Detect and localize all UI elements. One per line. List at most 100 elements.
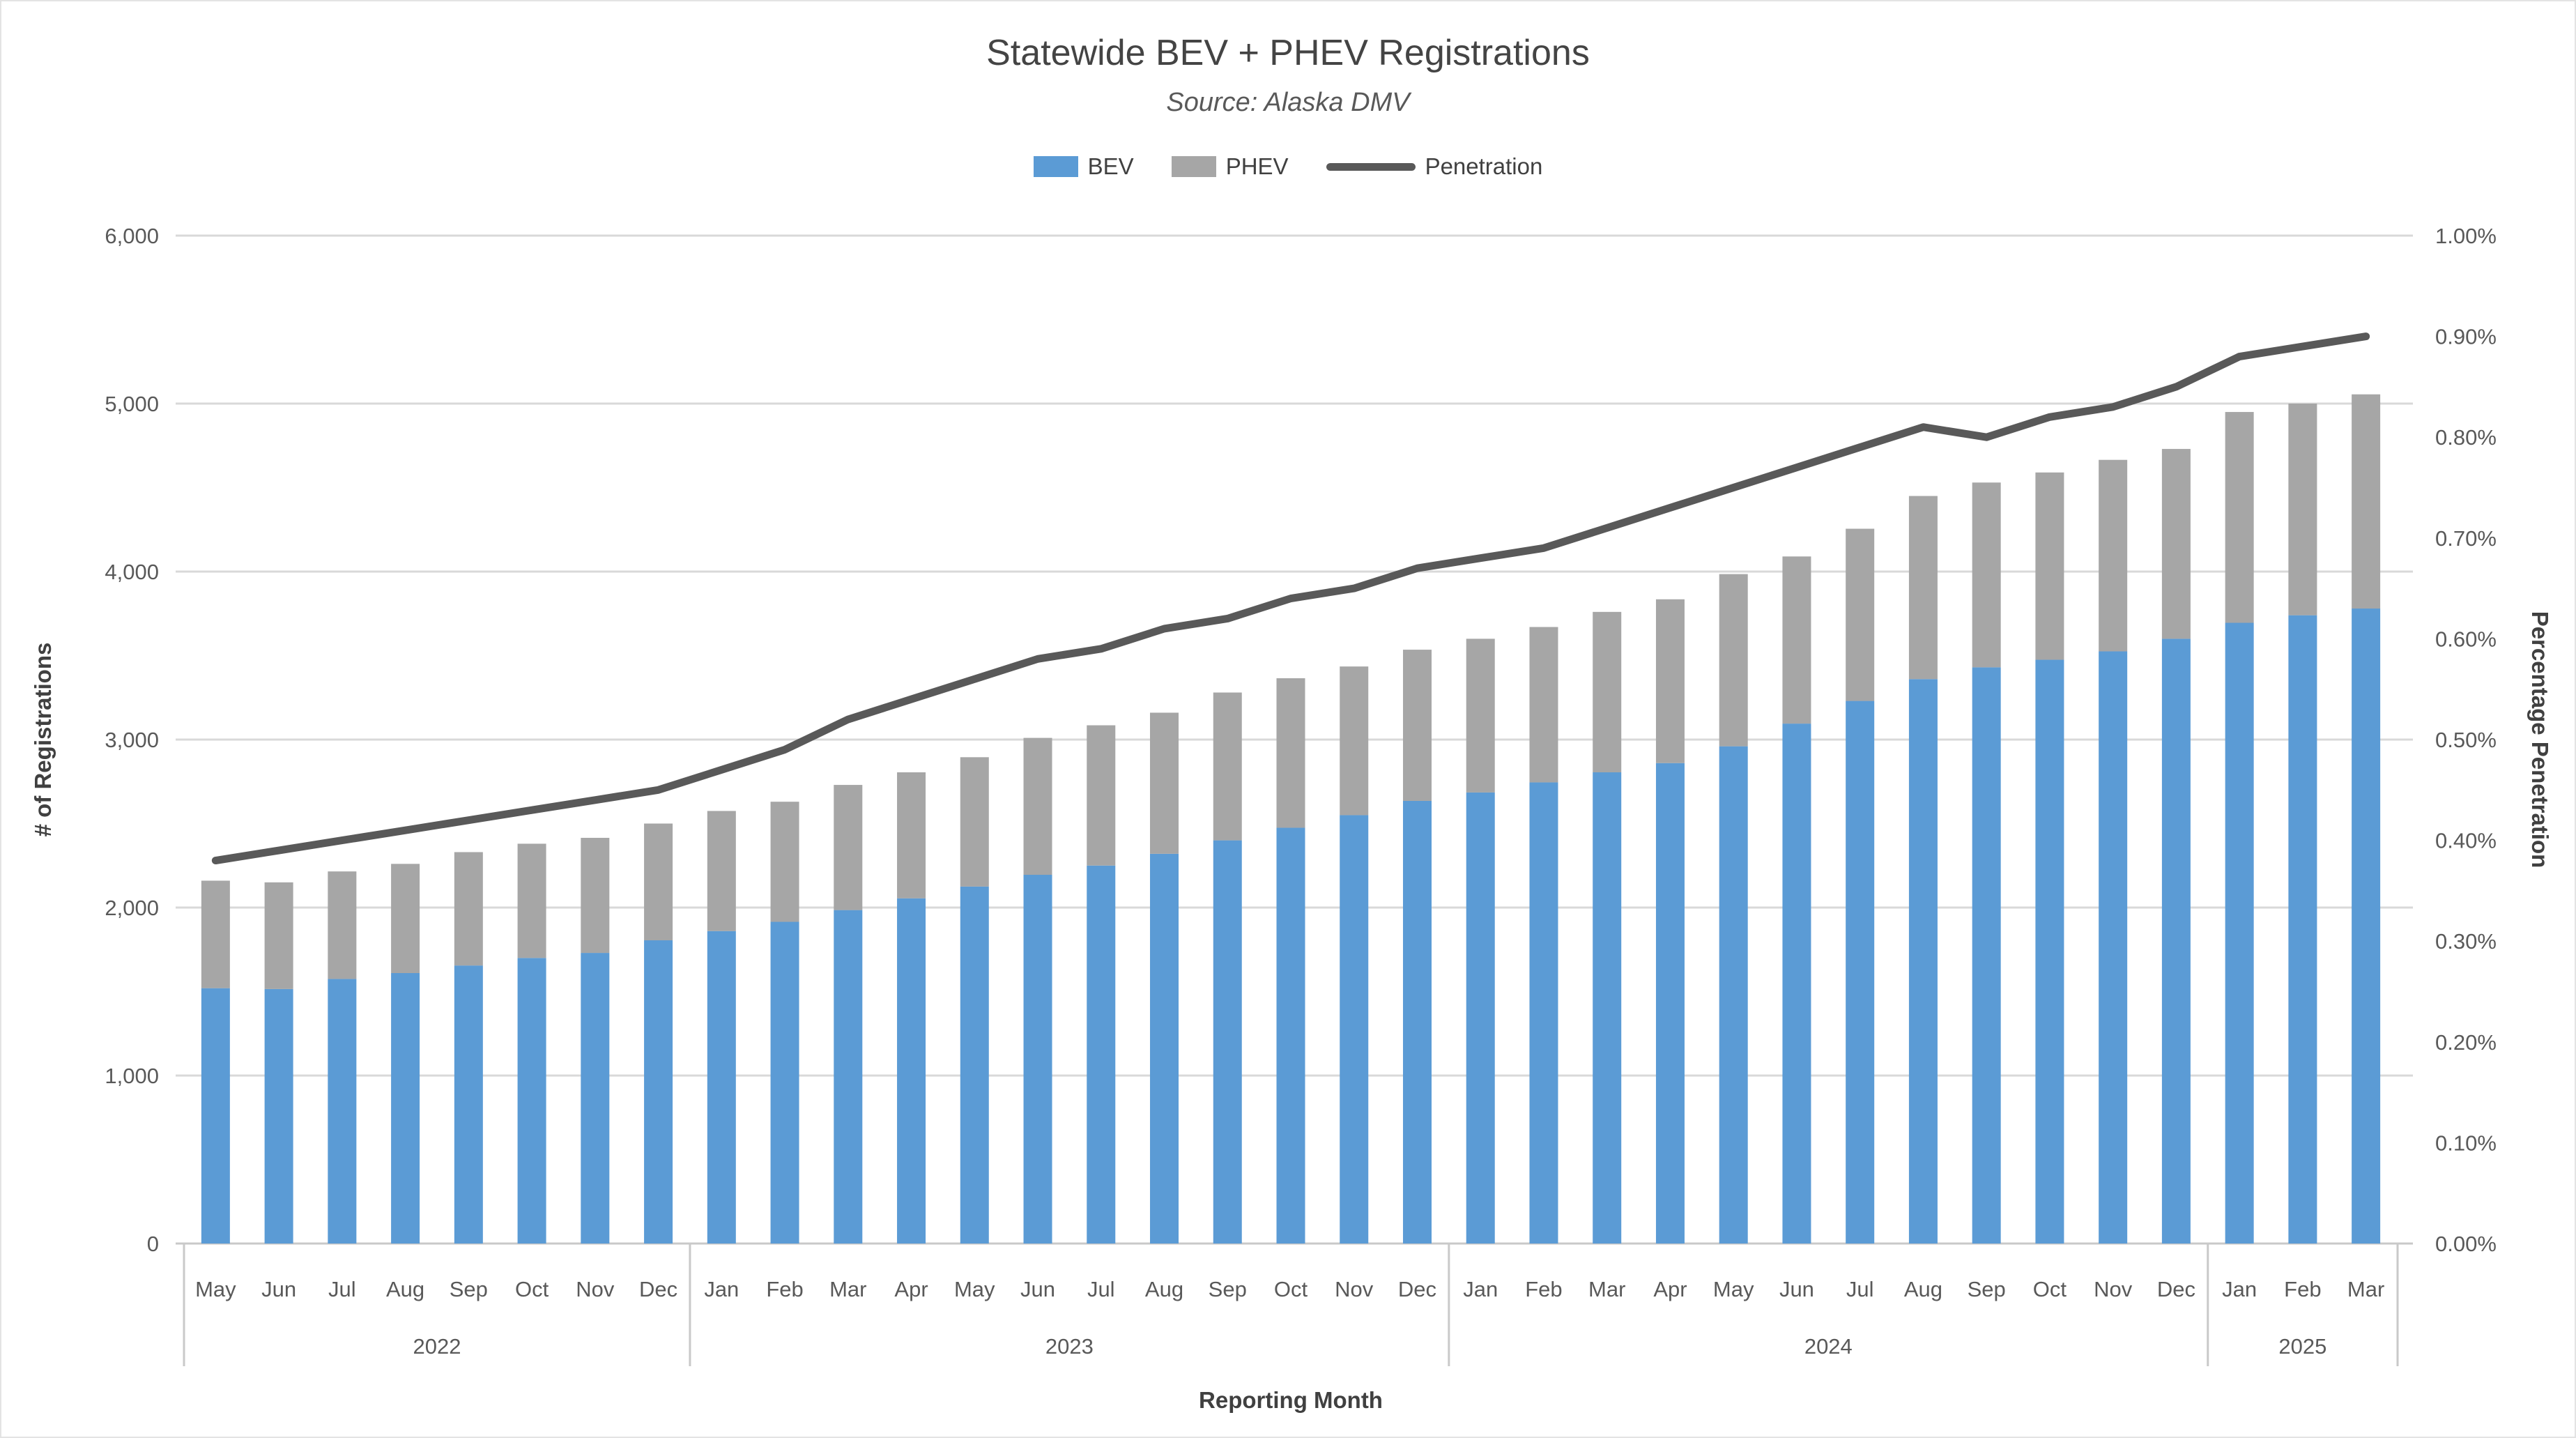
month-label: Sep (1209, 1277, 1247, 1301)
bar-bev (2035, 659, 2064, 1244)
month-label: Aug (1145, 1277, 1183, 1301)
month-label: Jan (704, 1277, 739, 1301)
right-axis-tick-label: 0.60% (2435, 627, 2497, 651)
month-label: Aug (1904, 1277, 1942, 1301)
bar-bev (1846, 701, 1875, 1244)
bar-bev (264, 988, 293, 1244)
bar-bev (201, 988, 230, 1244)
bar-bev (1466, 792, 1495, 1244)
bar-phev (897, 772, 926, 898)
month-label: Jun (261, 1277, 296, 1301)
bar-phev (1719, 574, 1748, 747)
left-axis-tick-label: 0 (147, 1232, 159, 1256)
right-axis-tick-label: 1.00% (2435, 224, 2497, 248)
bar-phev (1213, 692, 1242, 841)
bar-bev (1593, 772, 1622, 1244)
month-label: Apr (894, 1277, 928, 1301)
bar-phev (1655, 599, 1685, 763)
bar-bev (517, 958, 546, 1244)
month-label: Jul (328, 1277, 356, 1301)
legend-label-penetration: Penetration (1425, 153, 1543, 179)
right-axis-tick-label: 0.70% (2435, 526, 2497, 551)
bar-bev (1023, 875, 1052, 1244)
bar-phev (1276, 678, 1305, 828)
bar-phev (2225, 412, 2254, 623)
bar-phev (644, 823, 673, 940)
year-label: 2025 (2278, 1334, 2326, 1359)
bar-bev (960, 886, 989, 1244)
bar-bev (1402, 800, 1432, 1244)
legend-item-phev: PHEV (1171, 153, 1289, 180)
bar-phev (1402, 650, 1432, 801)
bar-phev (1846, 528, 1875, 701)
bar-phev (1593, 611, 1622, 772)
bar-bev (454, 965, 483, 1244)
right-axis-tick-label: 0.20% (2435, 1030, 2497, 1055)
right-axis-tick-label: 0.80% (2435, 425, 2497, 450)
bar-bev (770, 921, 799, 1244)
bar-phev (454, 852, 483, 966)
bar-bev (1276, 827, 1305, 1244)
bar-phev (328, 871, 357, 979)
bar-phev (834, 785, 863, 910)
bar-bev (2225, 622, 2254, 1244)
month-label: Dec (639, 1277, 677, 1301)
month-label: Oct (1274, 1277, 1308, 1301)
bar-bev (2288, 615, 2317, 1244)
month-label: May (954, 1277, 995, 1301)
left-axis-tick-label: 5,000 (105, 392, 159, 416)
month-label: Jan (2222, 1277, 2257, 1301)
bar-phev (2099, 459, 2128, 652)
left-axis-tick-label: 3,000 (105, 728, 159, 752)
year-label: 2022 (413, 1334, 461, 1359)
bar-bev (391, 972, 420, 1244)
bar-phev (2161, 449, 2191, 639)
bar-phev (201, 880, 230, 988)
month-label: Jun (1779, 1277, 1814, 1301)
bar-phev (391, 864, 420, 973)
month-label: Sep (1968, 1277, 2006, 1301)
bar-bev (1213, 840, 1242, 1244)
penetration-line-swatch-icon (1326, 162, 1416, 171)
month-label: Sep (450, 1277, 488, 1301)
bar-bev (1087, 865, 1116, 1244)
month-label: Nov (2094, 1277, 2133, 1301)
bar-bev (1972, 667, 2001, 1244)
month-label: Mar (2347, 1277, 2384, 1301)
right-axis-tick-label: 0.50% (2435, 728, 2497, 752)
month-label: Dec (2157, 1277, 2195, 1301)
bar-bev (707, 931, 736, 1244)
bar-phev (1782, 556, 1811, 724)
bar-phev (1529, 627, 1558, 783)
bar-phev (707, 811, 736, 931)
bev-swatch-icon (1033, 156, 1078, 177)
legend-item-penetration: Penetration (1326, 153, 1543, 180)
bar-bev (1719, 746, 1748, 1244)
bar-phev (2288, 404, 2317, 615)
month-label: Jun (1020, 1277, 1055, 1301)
left-axis-tick-label: 2,000 (105, 896, 159, 920)
month-label: Nov (576, 1277, 615, 1301)
bar-bev (2161, 638, 2191, 1244)
bar-bev (2099, 651, 2128, 1244)
legend-item-bev: BEV (1033, 153, 1134, 180)
bar-phev (1150, 712, 1179, 854)
month-label: Jan (1463, 1277, 1498, 1301)
bar-bev (897, 898, 926, 1244)
chart-title: Statewide BEV + PHEV Registrations (986, 33, 1590, 73)
month-label: Feb (2284, 1277, 2321, 1301)
bar-bev (1150, 853, 1179, 1244)
bar-bev (1340, 815, 1369, 1244)
bar-bev (328, 979, 357, 1244)
month-label: May (195, 1277, 236, 1301)
month-label: Feb (766, 1277, 803, 1301)
right-axis-tick-label: 0.10% (2435, 1131, 2497, 1155)
month-label: Dec (1398, 1277, 1436, 1301)
bar-phev (581, 837, 610, 954)
legend-label-phev: PHEV (1225, 153, 1289, 179)
penetration-line (211, 332, 2370, 865)
bar-phev (960, 757, 989, 887)
bar-phev (264, 882, 293, 989)
bar-phev (770, 802, 799, 922)
